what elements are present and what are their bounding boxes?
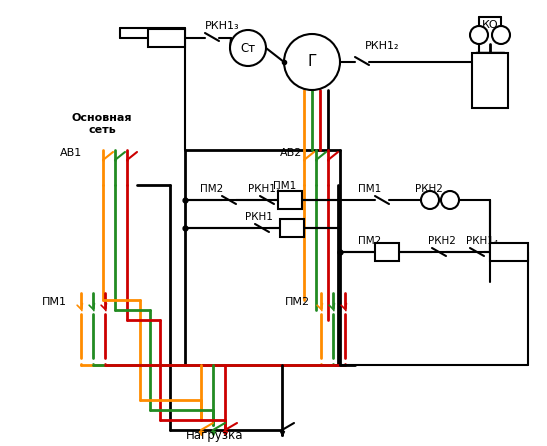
Text: РКН2: РКН2 [428,236,456,246]
Text: ПМ2: ПМ2 [285,297,310,307]
Bar [375,243,399,261]
Circle shape [492,26,510,44]
Bar [490,243,528,261]
Text: Г: Г [307,54,317,70]
Text: ПМ1: ПМ1 [358,184,381,194]
Text: КО: КО [482,20,498,30]
Circle shape [284,34,340,90]
Text: ПМ1: ПМ1 [274,181,296,191]
Text: ПМ2: ПМ2 [200,184,223,194]
Text: ПМ1: ПМ1 [42,297,67,307]
Text: сеть: сеть [88,125,116,135]
Circle shape [470,26,488,44]
Text: РКН1₃: РКН1₃ [205,21,240,31]
Text: РКН2: РКН2 [415,184,443,194]
Circle shape [230,30,266,66]
Text: РКН1: РКН1 [245,212,273,222]
Text: АВ2: АВ2 [280,148,302,158]
Bar [148,29,185,47]
Bar [278,191,302,209]
Text: РКН1₂: РКН1₂ [365,41,399,51]
Text: РКН1₄: РКН1₄ [466,236,498,246]
Text: Основная: Основная [72,113,132,123]
Text: АВ1: АВ1 [60,148,82,158]
Text: Нагрузка: Нагрузка [186,429,244,442]
Circle shape [421,191,439,209]
Text: Ст: Ст [241,41,255,54]
Text: РКН1₁: РКН1₁ [248,184,280,194]
Bar [280,219,304,237]
Text: ПМ2: ПМ2 [358,236,381,246]
Bar [472,53,508,108]
Circle shape [441,191,459,209]
